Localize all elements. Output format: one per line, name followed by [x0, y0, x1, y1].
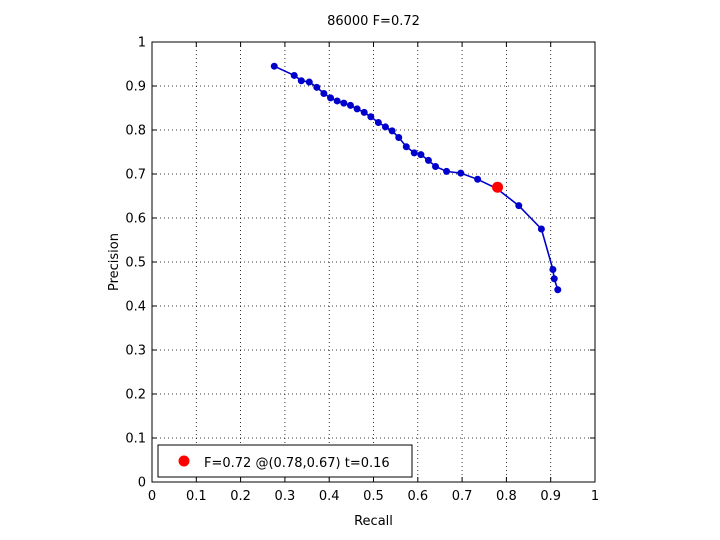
y-tick-label: 1	[138, 36, 146, 51]
pr-curve-point	[313, 83, 321, 91]
pr-curve-point	[327, 94, 335, 102]
pr-curve-point	[353, 105, 361, 113]
pr-curve-point	[290, 71, 298, 79]
pr-curve-point	[346, 101, 354, 109]
y-axis-label: Precision	[107, 233, 122, 291]
y-tick-label: 0	[138, 476, 146, 491]
x-tick-label: 0	[148, 489, 156, 504]
y-axis-ticks: 0 0.1 0.2 0.3 0.4 0.5 0.6 0.7 0.8 0.9 1	[125, 36, 595, 491]
y-tick-label: 0.2	[125, 388, 146, 403]
pr-curve-point	[537, 225, 545, 233]
legend-label: F=0.72 @(0.78,0.67) t=0.16	[204, 456, 390, 471]
y-tick-label: 0.8	[125, 124, 146, 139]
pr-curve-point	[320, 89, 328, 97]
y-tick-label: 0.5	[125, 256, 146, 271]
pr-curve-point	[367, 113, 375, 121]
x-tick-label: 0.1	[186, 489, 207, 504]
x-tick-label: 0.5	[363, 489, 384, 504]
legend-box	[157, 444, 413, 478]
pr-curve-point	[360, 108, 368, 116]
pr-curve-point	[388, 127, 396, 135]
pr-curve-point	[333, 97, 341, 105]
pr-curve-point	[424, 156, 432, 164]
y-tick-label: 0.9	[125, 80, 146, 95]
x-tick-label: 1	[591, 489, 599, 504]
pr-curve-point	[549, 265, 557, 273]
y-tick-label: 0.6	[125, 212, 146, 227]
legend-marker-best-point	[178, 455, 190, 467]
y-tick-label: 0.1	[125, 432, 146, 447]
pr-curve-point	[305, 78, 313, 86]
x-tick-label: 0.4	[319, 489, 340, 504]
x-tick-label: 0.7	[452, 489, 473, 504]
pr-curve-point	[457, 169, 465, 177]
pr-curve-point	[410, 149, 418, 157]
pr-curve-point	[340, 99, 348, 107]
pr-curve-point	[297, 77, 305, 85]
x-axis-ticks: 0 0.1 0.2 0.3 0.4 0.5 0.6 0.7 0.8 0.9 1	[148, 42, 599, 504]
pr-curve-point	[443, 167, 451, 175]
pr-curve-point	[381, 123, 389, 131]
best-f-point-marker	[492, 181, 504, 193]
pr-curve-point	[474, 175, 482, 183]
x-tick-label: 0.2	[230, 489, 251, 504]
pr-curve-point	[270, 62, 278, 70]
y-tick-label: 0.4	[125, 300, 146, 315]
series-layer	[270, 62, 562, 294]
pr-curve-point	[515, 202, 523, 210]
x-tick-label: 0.9	[540, 489, 561, 504]
pr-curve-point	[417, 151, 425, 159]
pr-curve-point	[432, 163, 440, 171]
x-axis-label: Recall	[354, 514, 393, 529]
pr-curve-point	[554, 286, 562, 294]
x-tick-label: 0.8	[496, 489, 517, 504]
chart-title: 86000 F=0.72	[327, 14, 420, 29]
y-tick-label: 0.3	[125, 344, 146, 359]
y-tick-label: 0.7	[125, 168, 146, 183]
pr-curve-point	[402, 143, 410, 151]
pr-curve-point	[374, 119, 382, 127]
legend: F=0.72 @(0.78,0.67) t=0.16	[157, 444, 413, 478]
pr-curve-point	[550, 275, 558, 283]
x-tick-label: 0.6	[407, 489, 428, 504]
pr-curve-point	[395, 133, 403, 141]
x-tick-label: 0.3	[275, 489, 296, 504]
